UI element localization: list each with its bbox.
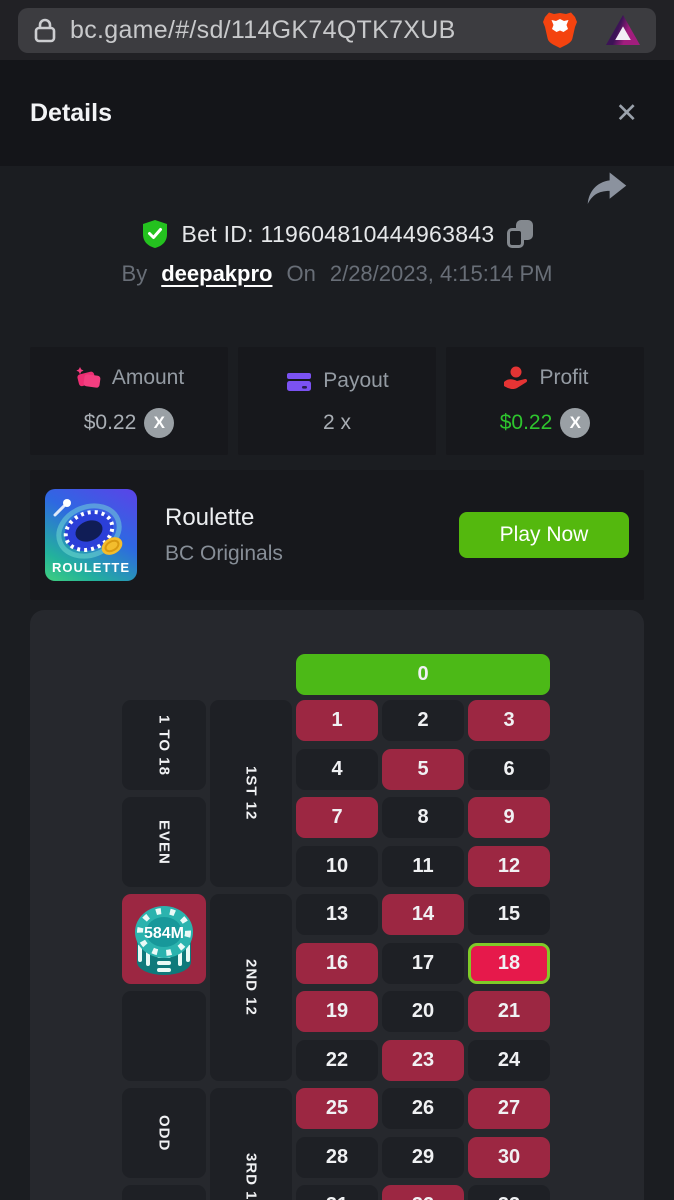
profit-box: Profit $0.22 X xyxy=(446,347,644,455)
bet-spot-27[interactable]: 27 xyxy=(468,1088,550,1129)
browser-toolbar: bc.game/#/sd/114GK74QTK7XUB xyxy=(0,0,674,60)
payout-label: Payout xyxy=(323,369,389,392)
bet-spot-6[interactable]: 6 xyxy=(468,749,550,790)
bet-spot-7[interactable]: 7 xyxy=(296,797,378,838)
by-label: By xyxy=(121,261,148,286)
bet-spot-32[interactable]: 32 xyxy=(382,1185,464,1200)
url-bar[interactable]: bc.game/#/sd/114GK74QTK7XUB xyxy=(18,7,656,53)
bet-spot-4[interactable]: 4 xyxy=(296,749,378,790)
bet-spot-1st-12[interactable]: 1ST 12 xyxy=(210,700,292,887)
bet-spot-0[interactable]: 0 xyxy=(296,654,550,695)
tile-label: ROULETTE xyxy=(51,560,131,575)
bet-spot-2nd-12[interactable]: 2ND 12 xyxy=(210,894,292,1081)
roulette-wheel-art xyxy=(53,499,123,559)
bet-spot-even[interactable]: EVEN xyxy=(122,797,206,887)
bet-stats: Amount $0.22 X Payout 2 x xyxy=(30,347,644,455)
payout-box: Payout 2 x xyxy=(238,347,436,455)
bet-spot-19[interactable]: 19 xyxy=(296,991,378,1032)
bet-spot-23[interactable]: 23 xyxy=(382,1040,464,1081)
profit-value: $0.22 xyxy=(499,411,553,434)
on-label: On xyxy=(286,261,316,286)
roulette-board: 0 1 2 3 4 5 6 7 8 9 10 11 12 13 14 15 16 17 18 19 20 21 22 23 24… xyxy=(30,610,644,1200)
bet-spot-11[interactable]: 11 xyxy=(382,846,464,887)
bet-spot-odd[interactable]: ODD xyxy=(122,1088,206,1178)
bet-spot-5[interactable]: 5 xyxy=(382,749,464,790)
bet-byline: By deepakpro On 2/28/2023, 4:15:14 PM xyxy=(0,254,674,294)
hand-coin-icon xyxy=(504,366,528,390)
amount-value: $0.22 xyxy=(83,411,137,434)
bet-spot-33[interactable]: 33 xyxy=(468,1185,550,1200)
share-icon[interactable] xyxy=(586,170,628,210)
bet-spot-20[interactable]: 20 xyxy=(382,991,464,1032)
bet-spot-13[interactable]: 13 xyxy=(296,894,378,935)
bet-spot-22[interactable]: 22 xyxy=(296,1040,378,1081)
bet-spot-30[interactable]: 30 xyxy=(468,1137,550,1178)
modal-body: Bet ID: 119604810444963843 By deepakpro … xyxy=(0,166,674,1200)
bet-spot-15[interactable]: 15 xyxy=(468,894,550,935)
bet-spot-14[interactable]: 14 xyxy=(382,894,464,935)
bet-spot-label: 1ST 12 xyxy=(242,766,260,821)
bet-datetime: 2/28/2023, 4:15:14 PM xyxy=(329,261,553,286)
modal-title: Details xyxy=(30,98,112,127)
bet-spot-label: 3RD 12 xyxy=(242,1153,260,1200)
lock-icon xyxy=(34,18,56,43)
bet-spot-21[interactable]: 21 xyxy=(468,991,550,1032)
close-icon[interactable]: ✕ xyxy=(615,97,638,128)
username-link[interactable]: deepakpro xyxy=(161,261,273,286)
bet-spot-label: 2ND 12 xyxy=(242,959,260,1016)
profit-label: Profit xyxy=(539,366,589,389)
bet-id-text: Bet ID: 119604810444963843 xyxy=(181,220,495,247)
bet-spot-9[interactable]: 9 xyxy=(468,797,550,838)
roulette-game-thumbnail[interactable]: ROULETTE xyxy=(45,489,137,581)
amount-label: Amount xyxy=(111,366,185,389)
modal-header: Details ✕ xyxy=(0,60,674,166)
bet-spot-28[interactable]: 28 xyxy=(296,1137,378,1178)
money-icon xyxy=(76,367,101,388)
bet-spot-26[interactable]: 26 xyxy=(382,1088,464,1129)
bet-chip-icon: 584M xyxy=(135,906,193,975)
bet-spot-red[interactable]: 584M xyxy=(122,894,206,984)
copy-icon[interactable] xyxy=(506,220,533,248)
bet-spot-10[interactable]: 10 xyxy=(296,846,378,887)
brave-icon[interactable] xyxy=(542,11,578,49)
bet-spot-2[interactable]: 2 xyxy=(382,700,464,741)
bet-spot-29[interactable]: 29 xyxy=(382,1137,464,1178)
bet-spot-outside-5[interactable] xyxy=(122,1185,206,1200)
bet-spot-16[interactable]: 16 xyxy=(296,943,378,984)
bet-spot-label: 1 TO 18 xyxy=(155,714,173,776)
bet-id-row: Bet ID: 119604810444963843 xyxy=(0,214,674,254)
play-now-button[interactable]: Play Now xyxy=(459,512,629,558)
svg-text:584M: 584M xyxy=(144,925,184,942)
payout-value: 2 x xyxy=(322,411,351,434)
verified-shield-icon xyxy=(143,220,168,248)
bet-spot-label: ODD xyxy=(155,1114,173,1152)
bet-spot-25[interactable]: 25 xyxy=(296,1088,378,1129)
card-icon xyxy=(287,373,312,391)
bet-spot-24[interactable]: 24 xyxy=(468,1040,550,1081)
bet-spot-label: EVEN xyxy=(155,819,173,865)
bet-spot-3rd-12[interactable]: 3RD 12 xyxy=(210,1088,292,1200)
bet-spot-1[interactable]: 1 xyxy=(296,700,378,741)
game-title: Roulette xyxy=(165,504,255,531)
bat-icon[interactable] xyxy=(606,15,640,45)
bet-spot-31[interactable]: 31 xyxy=(296,1185,378,1200)
game-provider: BC Originals xyxy=(165,542,283,565)
share-row xyxy=(0,170,674,214)
game-card: ROULETTE Roulette BC Originals Play Now xyxy=(30,470,644,600)
bet-spot-8[interactable]: 8 xyxy=(382,797,464,838)
bet-spot-1-to-18[interactable]: 1 TO 18 xyxy=(122,700,206,790)
bet-spot-17[interactable]: 17 xyxy=(382,943,464,984)
bet-spot-12[interactable]: 12 xyxy=(468,846,550,887)
bet-spot-3[interactable]: 3 xyxy=(468,700,550,741)
bet-spot-outside-3[interactable] xyxy=(122,991,206,1081)
amount-box: Amount $0.22 X xyxy=(30,347,228,455)
url-text[interactable]: bc.game/#/sd/114GK74QTK7XUB xyxy=(70,15,456,44)
xrp-coin-icon: X xyxy=(560,408,591,438)
bet-spot-18[interactable]: 18 xyxy=(468,943,550,984)
xrp-coin-icon: X xyxy=(144,408,175,438)
